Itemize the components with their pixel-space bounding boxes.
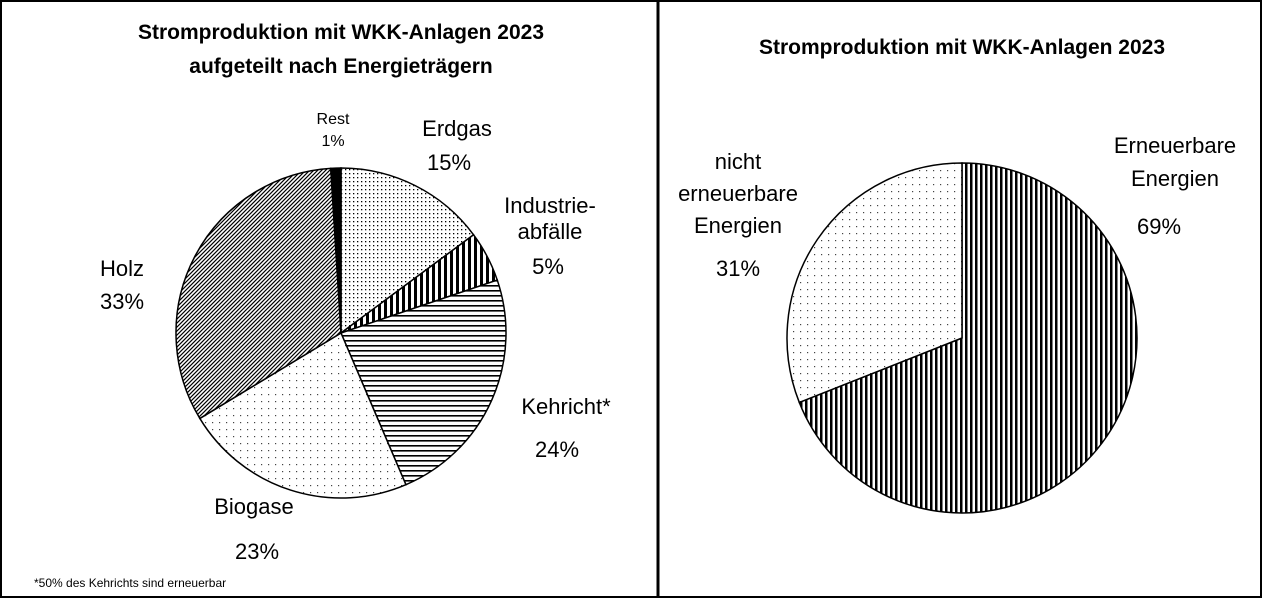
- slice-label: nicht erneuerbare Energien: [678, 149, 798, 238]
- value-label: 1%: [321, 133, 344, 150]
- value-label: 5%: [532, 254, 564, 279]
- value-label: 23%: [235, 539, 279, 564]
- chart-title: Stromproduktion mit WKK-Anlagen 2023: [759, 36, 1165, 59]
- slice-label: Erdgas: [422, 116, 492, 141]
- value-label: 15%: [427, 150, 471, 175]
- chart-title: Stromproduktion mit WKK-Anlagen 2023 aufg…: [138, 21, 544, 78]
- slice-label: Biogase: [214, 494, 294, 519]
- value-label: 33%: [100, 289, 144, 314]
- slice-label: Erneuerbare Energien: [1114, 133, 1236, 191]
- pie-slice: [798, 162, 1138, 514]
- value-label: 24%: [535, 437, 579, 462]
- slice-label: Rest: [317, 111, 350, 128]
- pie-slice: [340, 167, 475, 335]
- footnote: *50% des Kehrichts sind erneuerbar: [34, 576, 226, 590]
- pie-slice: [175, 167, 342, 420]
- pie-slice: [329, 167, 342, 334]
- value-label: 31%: [716, 256, 760, 281]
- slice-label: Kehricht*: [521, 394, 611, 419]
- pie-slice: [198, 331, 407, 499]
- slice-label: Industrie-abfälle: [504, 193, 596, 244]
- value-label: 69%: [1137, 214, 1181, 239]
- slice-label: Holz: [100, 256, 144, 281]
- pie-slice: [339, 279, 507, 486]
- pie-slice: [786, 162, 963, 404]
